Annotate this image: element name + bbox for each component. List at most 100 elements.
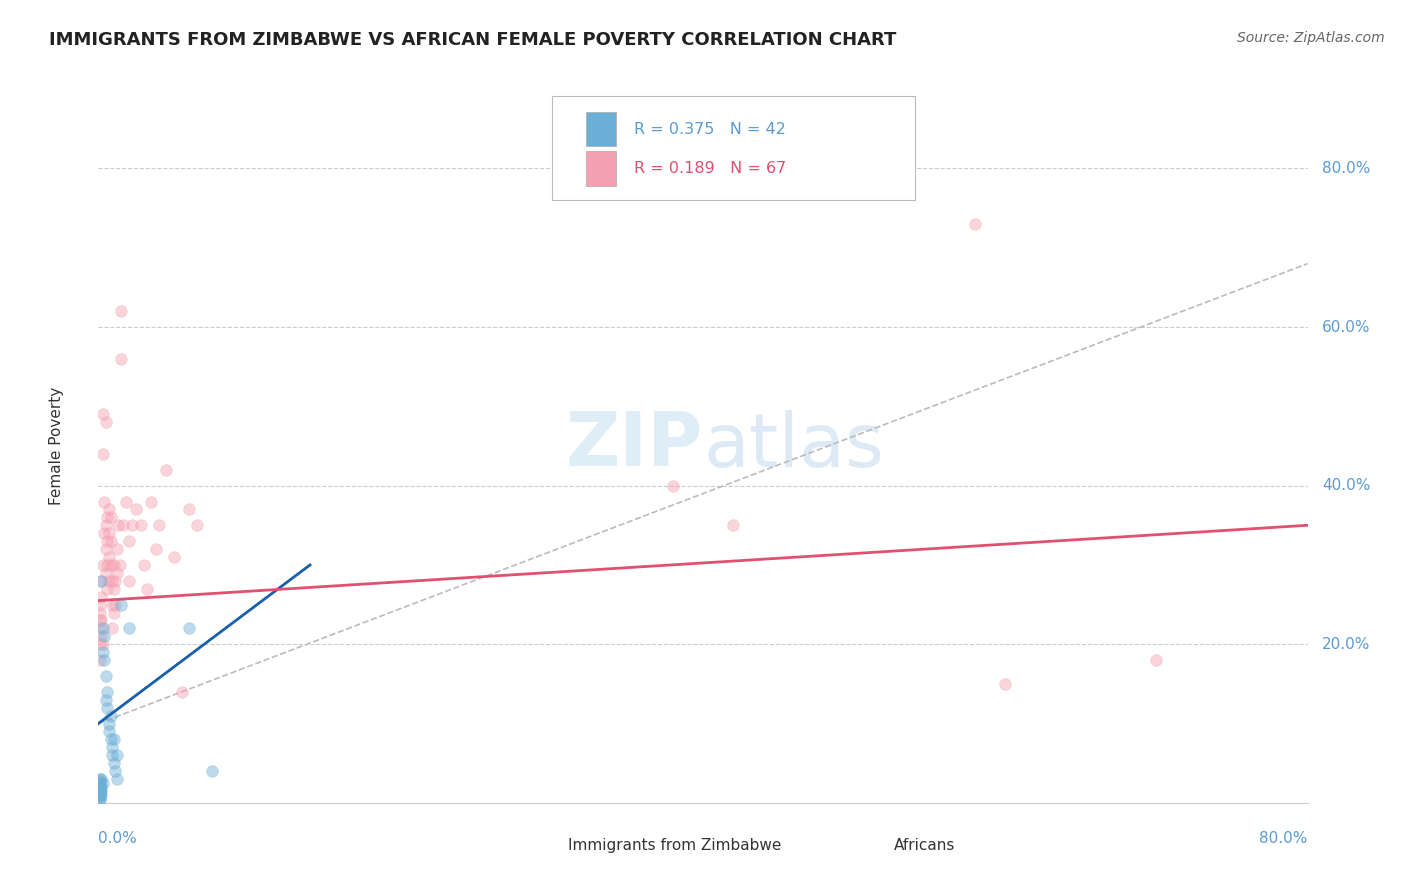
Point — [93, 494, 115, 508]
Point — [145, 542, 167, 557]
Point — [105, 542, 128, 557]
Point — [98, 502, 121, 516]
Point — [108, 558, 131, 572]
Point — [125, 502, 148, 516]
Point — [105, 772, 128, 786]
Point — [148, 518, 170, 533]
FancyBboxPatch shape — [551, 96, 915, 200]
Point — [91, 447, 114, 461]
Point — [91, 637, 114, 651]
Point — [98, 574, 121, 588]
Point — [101, 621, 124, 635]
Point — [104, 598, 127, 612]
Point — [89, 784, 111, 798]
Text: R = 0.375   N = 42: R = 0.375 N = 42 — [634, 121, 786, 136]
Point — [89, 772, 111, 786]
Point — [186, 518, 208, 533]
Point — [93, 629, 115, 643]
Point — [100, 732, 122, 747]
Point — [100, 510, 122, 524]
Point — [721, 518, 744, 533]
Point — [89, 606, 111, 620]
Text: atlas: atlas — [703, 409, 884, 483]
Point — [91, 407, 114, 421]
Text: 40.0%: 40.0% — [1322, 478, 1371, 493]
Point — [163, 549, 186, 564]
Point — [103, 582, 125, 596]
Point — [90, 590, 112, 604]
Point — [89, 653, 111, 667]
Point — [105, 566, 128, 580]
Point — [89, 780, 111, 794]
Point — [121, 518, 143, 533]
Text: 80.0%: 80.0% — [1322, 161, 1371, 176]
Text: ZIP: ZIP — [565, 409, 703, 483]
Point — [135, 582, 157, 596]
Point — [90, 772, 112, 786]
Point — [89, 598, 111, 612]
Point — [89, 614, 111, 628]
Point — [101, 574, 124, 588]
Point — [96, 685, 118, 699]
Point — [661, 478, 683, 492]
Point — [994, 677, 1017, 691]
Point — [89, 781, 111, 796]
Point — [90, 614, 112, 628]
Point — [91, 621, 114, 635]
Bar — [586, 112, 616, 146]
Point — [111, 518, 134, 533]
Point — [170, 685, 193, 699]
Point — [98, 716, 121, 731]
Point — [201, 764, 224, 778]
Bar — [860, 835, 887, 856]
Point — [110, 598, 132, 612]
Point — [89, 786, 111, 800]
Point — [114, 494, 136, 508]
Point — [91, 645, 114, 659]
Point — [91, 558, 114, 572]
Bar — [534, 835, 561, 856]
Point — [101, 598, 124, 612]
Text: IMMIGRANTS FROM ZIMBABWE VS AFRICAN FEMALE POVERTY CORRELATION CHART: IMMIGRANTS FROM ZIMBABWE VS AFRICAN FEMA… — [49, 31, 897, 49]
Point — [100, 708, 122, 723]
Point — [94, 542, 117, 557]
Point — [94, 566, 117, 580]
Point — [100, 534, 122, 549]
Point — [107, 518, 129, 533]
Text: R = 0.189   N = 67: R = 0.189 N = 67 — [634, 161, 786, 176]
Point — [965, 217, 987, 231]
Point — [104, 574, 127, 588]
Point — [101, 748, 124, 763]
Point — [103, 558, 125, 572]
Point — [141, 494, 163, 508]
Point — [90, 629, 112, 643]
Point — [89, 778, 111, 792]
Point — [110, 351, 132, 366]
Text: Immigrants from Zimbabwe: Immigrants from Zimbabwe — [568, 838, 780, 853]
Point — [1144, 653, 1167, 667]
Point — [98, 724, 121, 739]
Point — [118, 534, 141, 549]
Point — [96, 558, 118, 572]
Text: Source: ZipAtlas.com: Source: ZipAtlas.com — [1237, 31, 1385, 45]
Point — [98, 526, 121, 541]
Text: 80.0%: 80.0% — [1260, 831, 1308, 847]
Point — [93, 653, 115, 667]
Text: 20.0%: 20.0% — [1322, 637, 1371, 652]
Point — [110, 304, 132, 318]
Text: Africans: Africans — [894, 838, 956, 853]
Point — [104, 764, 127, 778]
Point — [89, 792, 111, 806]
Point — [98, 549, 121, 564]
Bar — [586, 152, 616, 186]
Point — [89, 773, 111, 788]
Point — [103, 732, 125, 747]
Point — [90, 574, 112, 588]
Point — [100, 558, 122, 572]
Point — [93, 526, 115, 541]
Point — [90, 784, 112, 798]
Point — [155, 463, 177, 477]
Point — [89, 789, 111, 804]
Point — [89, 637, 111, 651]
Point — [177, 502, 201, 516]
